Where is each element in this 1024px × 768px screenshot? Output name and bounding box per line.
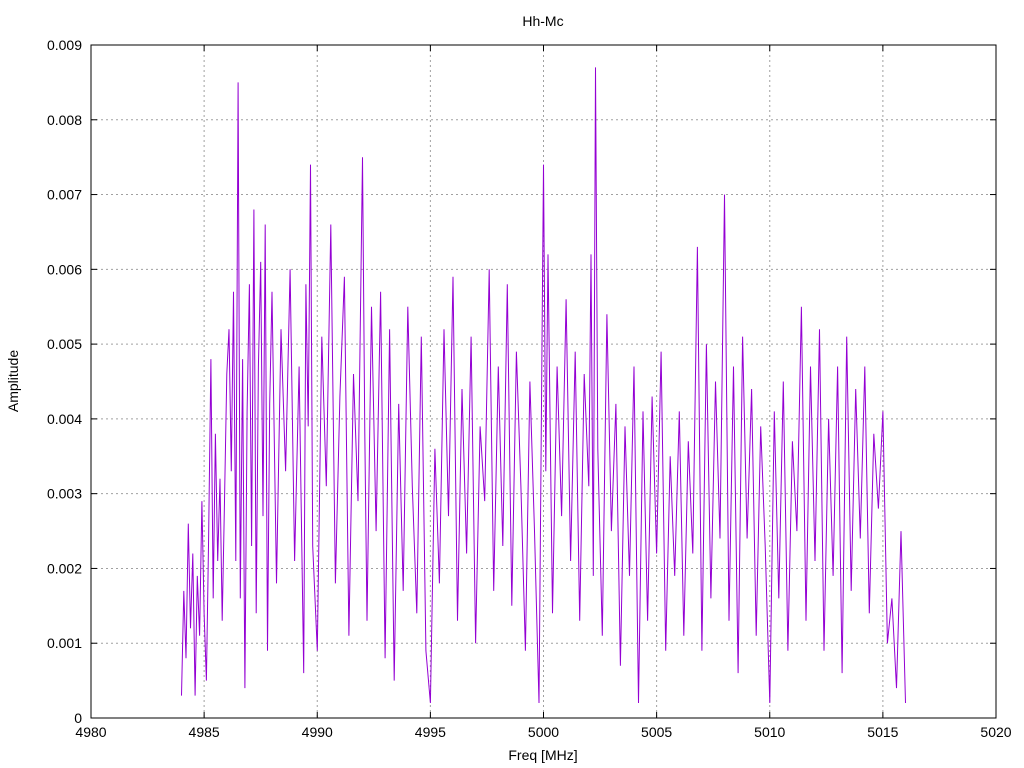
x-axis-label: Freq [MHz] — [508, 747, 577, 763]
y-axis-label: Amplitude — [5, 350, 21, 412]
y-tick-label: 0.008 — [47, 112, 82, 128]
y-tick-label: 0.002 — [47, 560, 82, 576]
plot-area — [181, 67, 906, 704]
y-axis: 0 0.001 0.002 0.003 0.004 0.005 0.006 0.007 0.00… — [47, 37, 996, 726]
y-tick-label: 0.003 — [47, 486, 82, 502]
x-tick-label: 5015 — [867, 724, 898, 740]
x-tick-label: 4995 — [415, 724, 446, 740]
x-tick-label: 5005 — [641, 724, 672, 740]
x-tick-label: 4980 — [75, 724, 106, 740]
y-tick-label: 0.005 — [47, 336, 82, 352]
x-tick-label: 5000 — [528, 724, 559, 740]
spectrum-series-line — [181, 67, 906, 704]
x-tick-label: 4985 — [189, 724, 220, 740]
y-tick-label: 0.001 — [47, 635, 82, 651]
x-tick-label: 4990 — [302, 724, 333, 740]
y-tick-label: 0.006 — [47, 261, 82, 277]
y-tick-label: 0.004 — [47, 411, 82, 427]
x-tick-label: 5020 — [980, 724, 1011, 740]
x-tick-label: 5010 — [754, 724, 785, 740]
y-tick-label: 0 — [74, 710, 82, 726]
y-tick-label: 0.007 — [47, 187, 82, 203]
chart-title: Hh-Mc — [522, 13, 563, 29]
x-axis: 4980 4985 4990 4995 5000 5005 5010 5015 5020 — [75, 45, 1012, 740]
y-tick-label: 0.009 — [47, 37, 82, 53]
plot-frame — [90, 44, 997, 719]
